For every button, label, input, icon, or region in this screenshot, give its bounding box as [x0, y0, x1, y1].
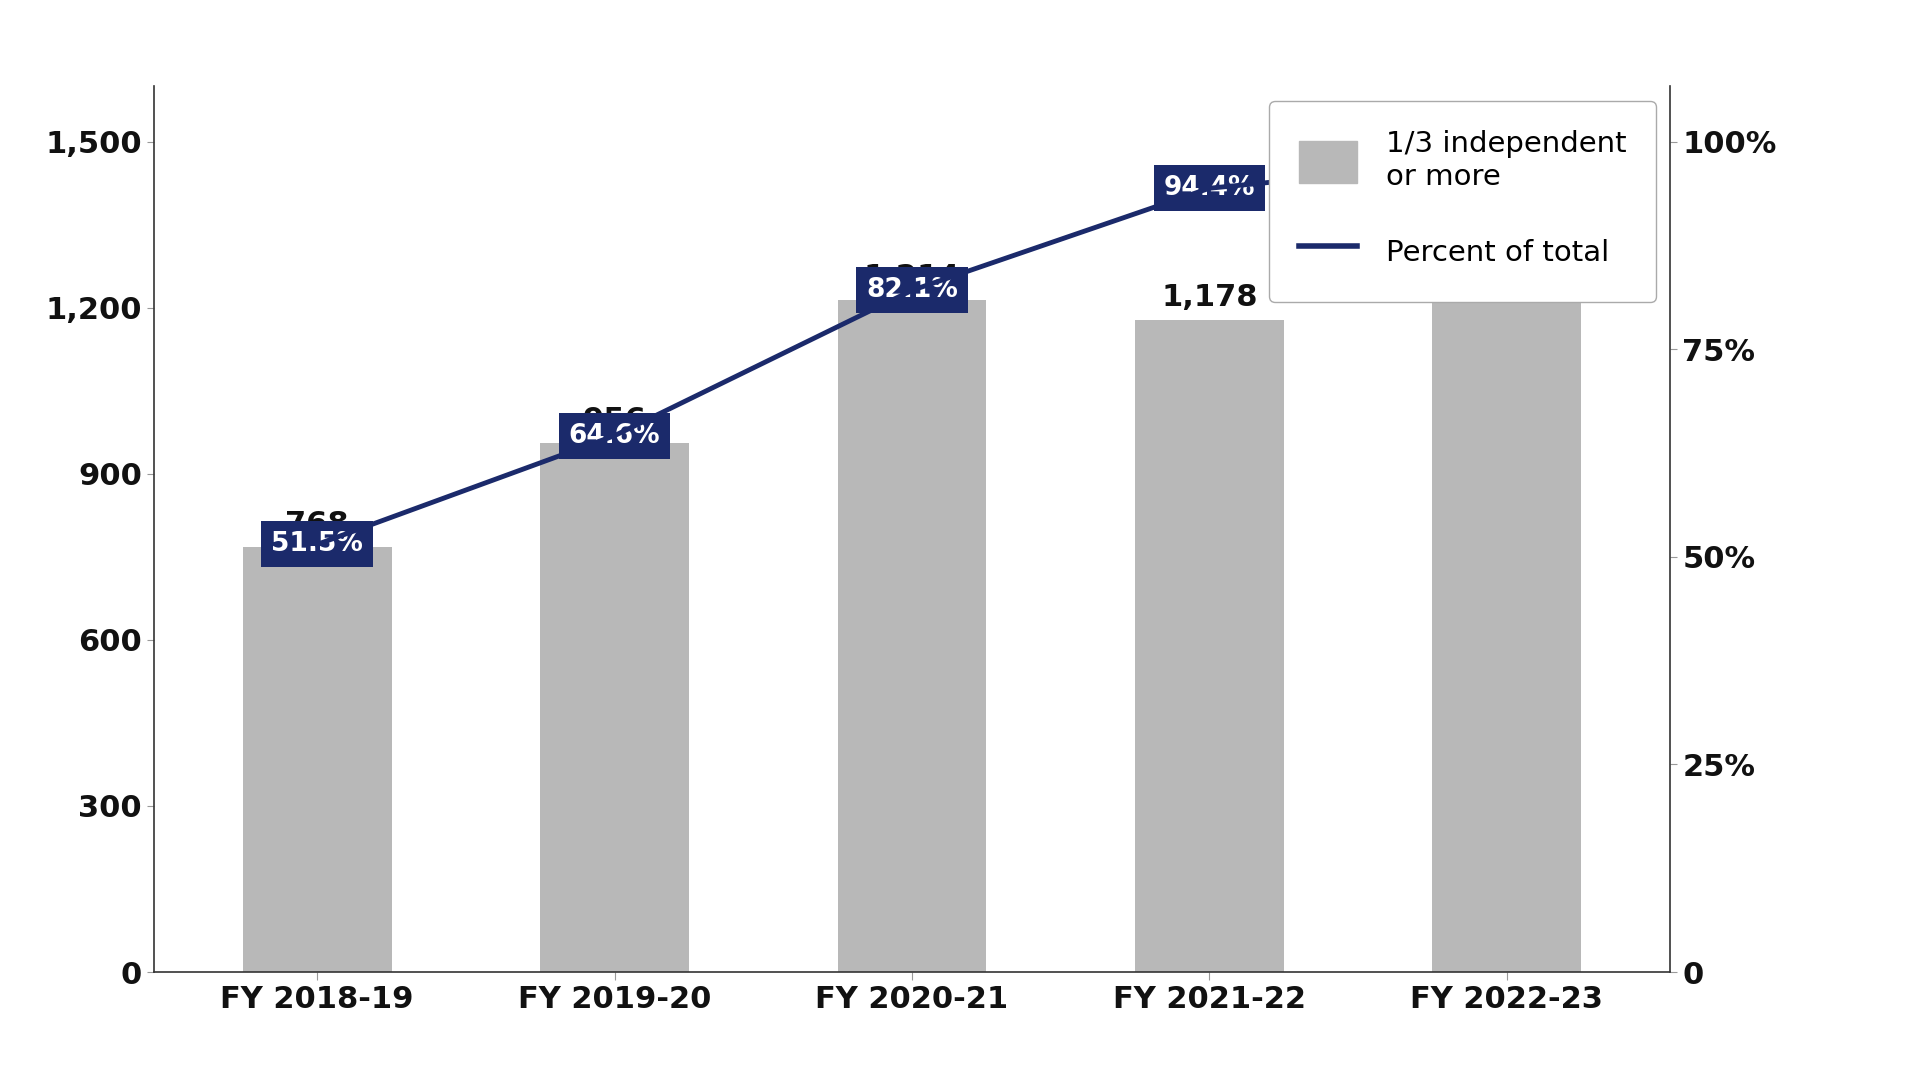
Bar: [837, 300, 987, 972]
Text: 956: 956: [582, 406, 647, 434]
Bar: [242, 546, 392, 972]
Text: 64.6%: 64.6%: [568, 422, 660, 448]
Text: 1,210: 1,210: [1459, 265, 1555, 294]
Text: 97.9%: 97.9%: [1461, 146, 1553, 172]
Text: 768: 768: [286, 510, 349, 539]
Text: 94.4%: 94.4%: [1164, 175, 1256, 201]
Text: 1,178: 1,178: [1162, 283, 1258, 312]
Text: 1,214: 1,214: [864, 262, 960, 292]
Text: 82.1%: 82.1%: [866, 278, 958, 303]
Bar: [540, 443, 689, 972]
Bar: [1135, 320, 1284, 972]
Bar: [1432, 302, 1582, 972]
Text: 51.5%: 51.5%: [271, 531, 363, 557]
Legend: 1/3 independent
or more, Percent of total: 1/3 independent or more, Percent of tota…: [1269, 102, 1655, 301]
